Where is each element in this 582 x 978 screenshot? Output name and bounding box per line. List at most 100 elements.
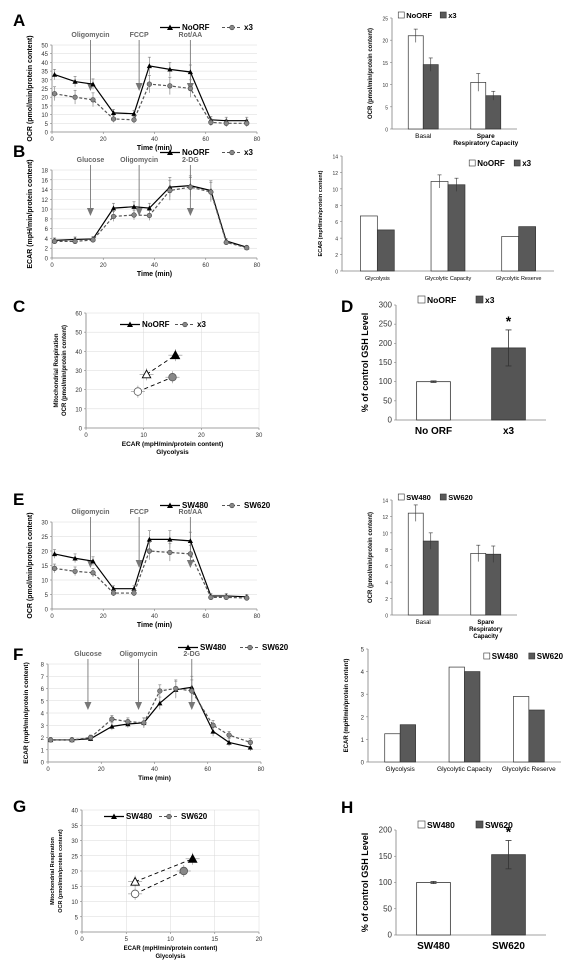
bar [430,181,449,272]
panel-letter: D [341,297,353,316]
bar [407,35,424,130]
bar [470,553,487,616]
panel-letter: E [13,490,24,509]
y-tick-label: 0 [388,931,393,940]
x-axis-label: Time (min) [138,775,171,782]
y-tick-label: 10 [382,531,388,537]
x-tick-label: 60 [202,614,209,620]
data-point [130,876,141,886]
category-label: Spare [477,133,495,140]
legend-marker [167,149,173,155]
x-tick-label: 10 [167,937,174,943]
bar [384,733,401,763]
series-line [134,858,193,883]
legend-label: SW620 [537,652,564,661]
data-point [48,737,54,743]
legend-swatch [483,652,491,660]
bar [518,226,536,272]
x-tick-label: 10 [140,433,147,439]
y-tick-label: 40 [71,809,78,815]
data-point [131,111,137,116]
data-point [72,78,78,84]
panel-letter: A [13,11,25,30]
x-tick-label: 0 [46,767,50,773]
y-tick-label: 14 [41,188,48,194]
category-label: SW480 [417,941,450,952]
y-tick-label: 50 [383,904,392,913]
data-point [90,237,96,243]
data-point [157,688,163,694]
x-tick-label: 60 [202,263,209,269]
bar [448,666,465,763]
y-tick-label: 25 [71,854,78,860]
legend-swatch [475,820,484,829]
injection-label: Glucose [74,651,102,658]
legend-label: NoORF [406,11,432,20]
bar [407,512,424,616]
data-point [110,205,117,211]
category-label: Glycolytic Capacity [437,766,493,773]
data-point [187,184,193,190]
data-point [141,369,152,379]
y-tick-label: 6 [41,687,45,693]
category-label: SW620 [492,941,525,952]
injection-label: 2-DG [182,157,199,164]
y-tick-label: 7 [41,675,45,681]
data-point [226,739,232,745]
x-axis-label-secondary: Glycolysis [155,954,186,960]
data-point [131,204,137,209]
y-tick-label: 40 [41,61,48,67]
injection-label: Rot/AA [179,509,203,516]
legend-label: SW480 [406,493,431,502]
data-point [223,120,229,126]
data-point [146,212,152,219]
significance-marker: * [506,824,512,840]
y-axis-label: ECAR (mpH/min/protein content) [27,159,34,268]
legend-marker [167,502,173,508]
legend-marker [229,502,235,509]
y-tick-label: 4 [45,237,49,243]
injection-arrow-head [135,702,143,710]
y-axis-label-secondary: OCR (pmol/min/protein content) [58,829,64,913]
series-line [54,550,247,599]
x-tick-label: 40 [151,263,158,269]
y-tick-label: 250 [379,320,393,329]
legend-label: x3 [522,159,531,168]
bar [399,724,416,763]
data-point [133,387,143,396]
category-label: No ORF [415,426,452,437]
y-tick-label: 10 [41,208,48,214]
panel-letter: B [13,142,25,161]
significance-marker: * [506,313,512,329]
legend-label: SW620 [448,493,473,502]
y-tick-label: 4 [41,712,45,718]
y-tick-label: 25 [41,535,48,541]
data-point [130,889,140,899]
data-point [167,83,173,89]
y-tick-label: 60 [75,312,82,318]
y-axis-label: OCR (pmol/min/protein content) [27,512,34,618]
x-tick-label: 0 [84,433,88,439]
bar [422,540,439,616]
series-line [50,686,251,748]
legend-label: NoORF [182,148,210,157]
y-tick-label: 30 [41,521,48,527]
category-label: Basal [416,620,431,626]
x-axis-label: ECAR (mpH/min/protein content) [122,441,223,448]
chart-d: D 0 50 100 150 200 250 300 % of control GSH Leve… [341,295,546,437]
data-point [187,69,193,75]
x-axis-label: Time (min) [137,271,172,278]
category-label: x3 [503,426,515,437]
y-tick-label: 15 [71,885,78,891]
panel-letter: C [13,297,25,316]
y-tick-label: 20 [75,388,82,394]
data-point [146,81,152,87]
y-tick-label: 5 [385,105,388,111]
injection-label: Oligomycin [71,509,109,516]
panel-letter: H [341,798,353,817]
y-tick-label: 12 [41,198,48,204]
y-tick-label: 4 [385,581,388,587]
x-tick-label: 30 [256,433,263,439]
data-point [110,110,117,116]
y-tick-label: 0 [41,761,45,767]
